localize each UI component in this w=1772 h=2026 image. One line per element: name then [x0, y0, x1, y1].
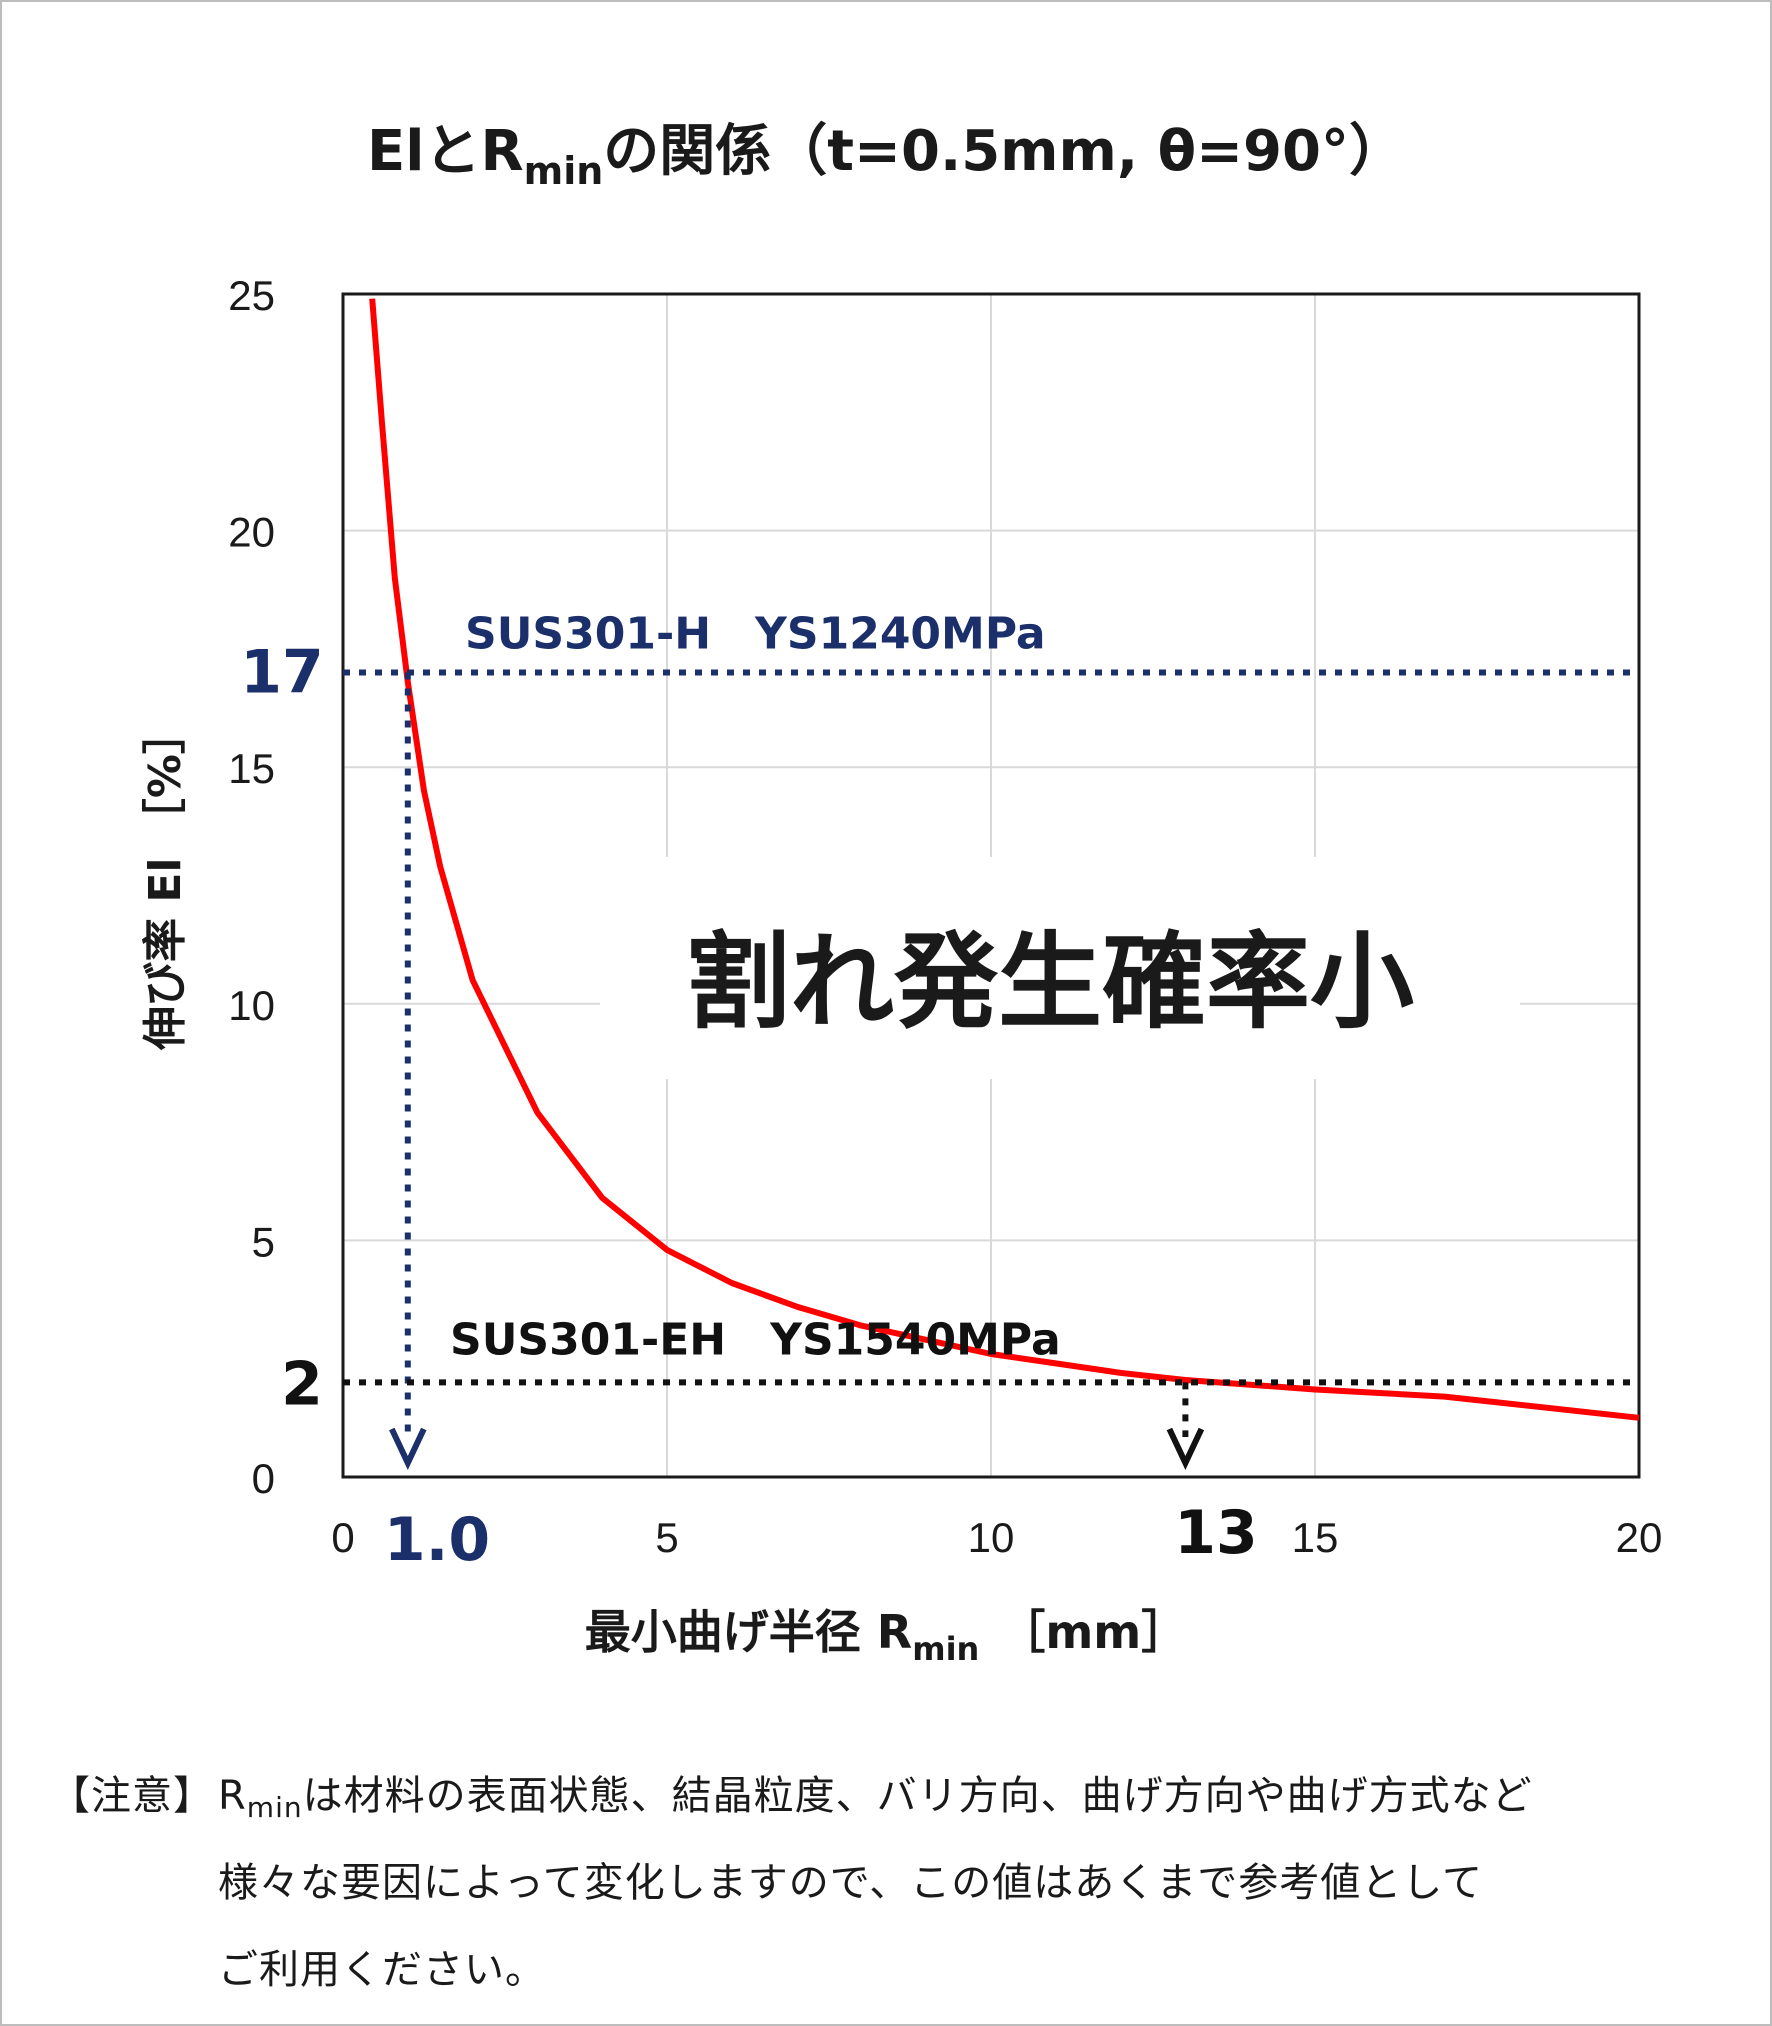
y-axis-label: 伸び率 El ［%］	[140, 710, 191, 1051]
y-tick-label: 0	[252, 1455, 275, 1502]
y-tick-label: 25	[228, 272, 275, 319]
reference-label-sus301-eh: SUS301-EH YS1540MPa	[450, 1314, 1061, 1365]
reference-label-sus301-h: SUS301-H YS1240MPa	[465, 609, 1046, 660]
x-tick-label: 5	[655, 1514, 678, 1561]
annotation-text: 割れ発生確率小	[686, 921, 1414, 1043]
y-tick-label: 15	[228, 745, 275, 792]
x-tick-label: 0	[331, 1514, 354, 1561]
reference-x-label-13: 13	[1174, 1498, 1258, 1568]
y-tick-label: 20	[228, 509, 275, 556]
x-tick-label: 15	[1292, 1514, 1339, 1561]
plot-area-border	[341, 292, 1641, 1479]
chart-title: ElとRminの関係（t=0.5mm, θ=90°）	[367, 119, 1405, 193]
arrow-down-icon	[389, 1427, 427, 1471]
note-tag: 【注意】	[50, 1773, 214, 1819]
reference-x-label-1-0: 1.0	[384, 1505, 490, 1575]
arrow-down-icon	[1166, 1427, 1205, 1471]
note-line-3: ご利用ください。	[218, 1947, 546, 1993]
note-line-1: Rminは材料の表面状態、結晶粒度、バリ方向、曲げ方向や曲げ方式など	[218, 1773, 1533, 1824]
y-axis-tick-labels: 0 5 10 15 20 25	[228, 272, 275, 1502]
y-tick-label: 10	[228, 982, 275, 1029]
y-tick-label: 5	[252, 1218, 275, 1265]
chart: ElとRminの関係（t=0.5mm, θ=90°） 0 5 10 15 20 25 0 5…	[140, 119, 1662, 1668]
reference-value-label-2: 2	[281, 1349, 323, 1419]
reference-value-label-17: 17	[240, 638, 324, 708]
annotation-background	[600, 857, 1520, 1079]
note-line-2: 様々な要因によって変化しますので、この値はあくまで参考値として	[218, 1860, 1483, 1906]
x-axis-label: 最小曲げ半径 Rmin ［mm］	[585, 1605, 1187, 1668]
x-tick-label: 10	[968, 1514, 1015, 1561]
x-tick-label: 20	[1616, 1514, 1663, 1561]
x-axis-tick-labels: 0 5 10 15 20	[331, 1514, 1662, 1561]
